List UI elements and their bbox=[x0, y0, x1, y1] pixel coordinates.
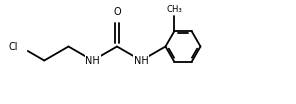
Text: CH₃: CH₃ bbox=[166, 6, 182, 14]
Text: NH: NH bbox=[134, 56, 149, 66]
Text: Cl: Cl bbox=[9, 41, 18, 51]
Text: NH: NH bbox=[85, 56, 100, 66]
Text: O: O bbox=[113, 7, 121, 17]
